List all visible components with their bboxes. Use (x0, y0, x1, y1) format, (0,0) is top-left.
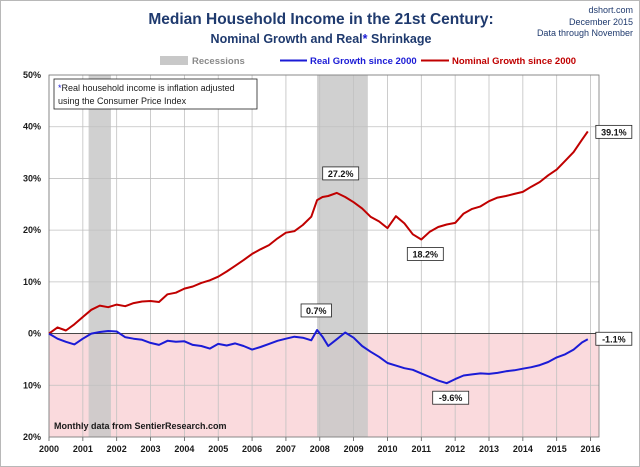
real-growth-line (48, 329, 589, 385)
source-note: Monthly data from SentierResearch.com (54, 421, 227, 431)
x-tick-label: 2015 (547, 444, 567, 454)
annotation-box-1 (406, 247, 444, 261)
x-tick-label: 2007 (276, 444, 296, 454)
legend-swatch-recessions (160, 56, 188, 65)
plot-border (48, 74, 600, 438)
chart-title-line2-nominal: Nominal Growth and Real (211, 32, 363, 46)
y-tick-label: 30% (23, 173, 41, 183)
x-tick-label: 2014 (513, 444, 533, 454)
y-tick-label: 0% (28, 329, 41, 339)
annotation-box-4 (432, 390, 470, 405)
x-tick-label: 2008 (310, 444, 330, 454)
y-tick-label: 40% (23, 122, 41, 132)
x-tick-label: 2003 (141, 444, 161, 454)
x-tick-label: 2009 (344, 444, 364, 454)
source-data-through: Data through November (537, 28, 633, 38)
recession-band-0 (88, 75, 111, 437)
y-tick-label: 20% (23, 432, 41, 442)
y-tick-label: 10% (23, 380, 41, 390)
footnote-star: * (58, 83, 62, 93)
nominal-growth-line (48, 130, 589, 335)
footnote-box: *Real household income is inflation adju… (53, 78, 258, 110)
annotation-box-2 (595, 124, 633, 139)
x-tick-label: 2004 (174, 444, 194, 454)
x-tick-label: 2013 (479, 444, 499, 454)
legend-label-real: Real Growth since 2000 (310, 56, 417, 67)
x-tick-label: 2000 (39, 444, 59, 454)
x-tick-label: 2011 (412, 444, 432, 454)
footnote-line1: *Real household income is inflation adju… (58, 83, 235, 93)
legend-label-nominal: Nominal Growth since 2000 (452, 56, 576, 67)
source-date: December 2015 (569, 17, 633, 27)
x-tick-label: 2001 (73, 444, 93, 454)
annotation-label-3: 0.7% (306, 306, 327, 316)
chart-title-line1: Median Household Income in the 21st Cent… (148, 11, 493, 28)
recession-band-1 (317, 75, 368, 437)
x-tick-label: 2006 (242, 444, 262, 454)
annotation-label-1: 18.2% (413, 249, 439, 259)
y-tick-label: 10% (23, 277, 41, 287)
annotation-label-5: -1.1% (602, 334, 626, 344)
y-tick-label: 50% (23, 70, 41, 80)
x-tick-label: 2005 (208, 444, 228, 454)
annotation-box-0 (322, 166, 360, 181)
footnote-line1-text: Real household income is inflation adjus… (62, 83, 235, 93)
annotation-label-2: 39.1% (601, 127, 627, 137)
footnote-frame (53, 78, 258, 110)
chart-title-star: * (363, 32, 368, 46)
annotation-box-5 (595, 331, 633, 346)
x-tick-label: 2012 (445, 444, 465, 454)
legend-label-recessions: Recessions (192, 56, 245, 67)
annotation-box-3 (300, 303, 332, 318)
legend: Recessions Real Growth since 2000 Nomina… (160, 56, 576, 67)
footnote-line2: using the Consumer Price Index (58, 96, 187, 106)
chart-title-line2-real: Shrinkage (368, 32, 432, 46)
y-tick-label: 20% (23, 225, 41, 235)
x-tick-label: 2016 (581, 444, 601, 454)
x-tick-label: 2010 (377, 444, 397, 454)
annotation-label-4: -9.6% (439, 393, 463, 403)
x-tick-label: 2002 (107, 444, 127, 454)
source-site: dshort.com (588, 5, 633, 15)
plot-area: 50% 40% 30% 20% 10% 0% 10% 20% 2000 2001 2002 2003 2… (23, 70, 633, 454)
chart-title-line2: Nominal Growth and Real* Shrinkage (211, 32, 432, 46)
annotation-label-0: 27.2% (328, 169, 354, 179)
